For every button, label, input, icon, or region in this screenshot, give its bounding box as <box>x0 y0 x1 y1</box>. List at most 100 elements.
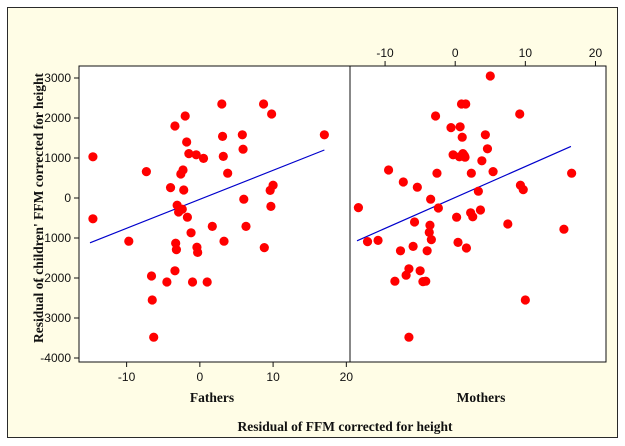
mothers-data-point <box>383 165 394 175</box>
mothers-data-point <box>408 241 418 251</box>
mothers-data-point <box>453 237 463 247</box>
fathers-data-point <box>268 180 278 190</box>
mothers-data-point <box>468 212 478 222</box>
mothers-data-point <box>426 235 436 245</box>
mothers-x-tick-label: 10 <box>519 46 533 60</box>
mothers-data-point <box>461 243 472 253</box>
fathers-data-point <box>146 271 157 281</box>
mothers-x-tick-label: 20 <box>589 46 603 60</box>
fathers-data-point <box>141 167 151 177</box>
fathers-x-tick-label: 10 <box>266 370 280 384</box>
mothers-fit-line <box>356 145 572 242</box>
fathers-data-point <box>319 130 329 140</box>
mothers-data-point <box>395 246 406 256</box>
mothers-data-point <box>404 332 414 342</box>
mothers-data-point <box>520 295 530 305</box>
fathers-y-tick-label: 0 <box>64 191 71 205</box>
fathers-data-point <box>187 277 198 287</box>
mothers-data-point <box>482 144 493 154</box>
mothers-data-point <box>452 212 462 222</box>
fathers-data-point <box>239 194 249 204</box>
fathers-data-point <box>186 228 196 238</box>
x-axis-label: Residual of FFM corrected for height <box>237 419 453 434</box>
fathers-y-tick-label: -3000 <box>40 311 71 325</box>
mothers-data-point <box>433 203 443 213</box>
mothers-panel: -10 0 10 20 <box>349 46 607 363</box>
fathers-data-point <box>165 183 176 193</box>
mothers-data-point <box>404 264 414 274</box>
mothers-data-point <box>461 99 471 109</box>
mothers-data-point <box>422 246 432 256</box>
fathers-x-tick-label: 0 <box>197 370 204 384</box>
mothers-data-point <box>446 123 456 133</box>
mothers-data-point <box>515 109 525 119</box>
fathers-data-point <box>162 277 172 287</box>
mothers-data-point <box>362 237 373 247</box>
fathers-data-point <box>207 221 217 231</box>
mothers-data-point <box>409 217 420 227</box>
mothers-data-point <box>518 185 528 195</box>
fathers-data-point <box>149 332 159 342</box>
mothers-data-point <box>455 122 465 132</box>
y-axis-label: Residual of children' FFM corrected for … <box>31 73 46 343</box>
fathers-data-point <box>88 214 98 224</box>
mothers-data-point <box>373 235 383 245</box>
fathers-data-point <box>266 201 276 211</box>
mothers-data-point <box>398 177 408 187</box>
fathers-data-point <box>182 212 192 222</box>
fathers-data-point <box>184 149 194 159</box>
fathers-y-tick-label: 3000 <box>44 71 71 85</box>
mothers-data-point <box>466 168 476 178</box>
fathers-x-tick-label: -10 <box>118 370 136 384</box>
mothers-data-point <box>488 167 498 177</box>
fathers-data-point <box>241 221 251 231</box>
mothers-data-point <box>567 168 577 178</box>
fathers-data-point <box>170 121 180 131</box>
mothers-data-point <box>421 276 431 286</box>
mothers-x-tick-label: 0 <box>452 46 459 60</box>
mothers-data-point <box>425 220 435 230</box>
mothers-data-point <box>559 224 569 234</box>
fathers-data-point <box>217 99 227 109</box>
fathers-y-tick-label: -2000 <box>40 271 71 285</box>
mothers-data-point <box>390 276 400 286</box>
fathers-data-point <box>237 130 247 140</box>
mothers-data-point <box>415 266 425 276</box>
fathers-y-tick-label: -1000 <box>40 231 71 245</box>
fathers-data-point <box>219 236 229 246</box>
fathers-data-point <box>191 150 201 160</box>
fathers-data-point <box>180 111 190 121</box>
fathers-data-point <box>267 109 277 119</box>
mothers-data-point <box>477 156 487 166</box>
mothers-data-point <box>424 227 434 237</box>
mothers-data-point <box>503 219 513 229</box>
mothers-panel-title: Mothers <box>457 390 506 405</box>
mothers-data-point <box>432 168 442 178</box>
fathers-data-point <box>179 185 189 195</box>
fathers-y-tick-label: 2000 <box>44 111 71 125</box>
fathers-data-point <box>178 165 188 175</box>
fathers-data-point <box>88 152 98 162</box>
mothers-data-point <box>485 71 495 81</box>
fathers-data-point <box>124 236 134 246</box>
fathers-data-point <box>198 153 209 163</box>
fathers-data-point <box>182 137 192 147</box>
mothers-data-point <box>475 205 486 215</box>
mothers-data-point <box>457 132 467 142</box>
fathers-data-point <box>202 277 212 287</box>
fathers-data-point <box>217 131 228 141</box>
mothers-data-point <box>353 203 364 213</box>
mothers-data-point <box>460 152 470 162</box>
fathers-data-point <box>171 245 182 255</box>
fathers-data-point <box>238 144 248 154</box>
fathers-data-point <box>193 247 203 257</box>
mothers-data-point <box>426 194 436 204</box>
fathers-data-point <box>177 204 187 214</box>
mothers-data-point <box>412 182 422 192</box>
fathers-panel: -10 0 10 20 -4000 -3000 -2000 -1000 0 1000 2000 300… <box>40 65 353 384</box>
fathers-panel-title: Fathers <box>190 390 234 405</box>
mothers-x-tick-label: -10 <box>376 46 394 60</box>
fathers-fit-line <box>89 149 325 244</box>
fathers-data-point <box>223 168 233 178</box>
